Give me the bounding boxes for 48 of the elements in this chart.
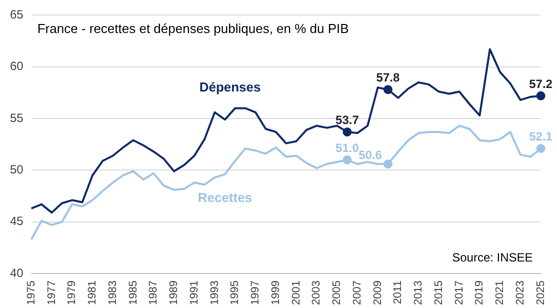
x-tick-label: 2009 <box>372 280 384 306</box>
x-tick-label: 2023 <box>514 280 526 306</box>
y-tick-label: 60 <box>10 59 24 74</box>
x-tick-label: 2013 <box>412 280 425 306</box>
y-tick-label: 55 <box>10 110 24 125</box>
x-tick-label: 1981 <box>86 280 99 306</box>
y-tick-label: 50 <box>10 162 24 177</box>
x-tick-label: 2015 <box>432 280 445 306</box>
x-tick-label: 1997 <box>250 280 262 306</box>
x-tick-label: 1995 <box>229 280 242 306</box>
y-tick-label: 65 <box>10 8 24 22</box>
data-label: 57.8 <box>376 70 400 85</box>
x-tick-label: 2025 <box>534 280 547 306</box>
point <box>536 144 546 153</box>
x-tick-label: 1993 <box>208 280 221 306</box>
point <box>342 155 352 164</box>
x-tick-label: 2005 <box>331 280 344 306</box>
text: France - recettes et dépenses publiques, en % du PIB <box>37 21 349 36</box>
data-label: 51.0 <box>336 140 360 155</box>
series-label: Recettes <box>198 190 252 206</box>
x-tick-label: 2003 <box>310 280 323 306</box>
x-tick-label: 1983 <box>106 280 119 306</box>
point <box>383 160 392 168</box>
data-label: 52.1 <box>529 130 553 144</box>
x-tick-label: 1975 <box>25 280 38 306</box>
x-tick-label: 1999 <box>270 280 282 306</box>
x-tick-label: 1987 <box>148 280 160 306</box>
x-tick-label: 2017 <box>453 280 466 306</box>
x-tick-label: 2021 <box>494 280 506 306</box>
x-tick-label: 1977 <box>46 280 58 306</box>
point <box>383 85 392 94</box>
annotation: Source: INSEE <box>452 250 533 265</box>
x-tick-label: 2019 <box>474 280 486 306</box>
data-label: 53.7 <box>336 112 360 127</box>
data-label: 50.6 <box>358 148 382 162</box>
y-tick-label: 45 <box>10 214 24 228</box>
y-tick-label: 40 <box>10 266 24 280</box>
x-tick-label: 1991 <box>188 280 200 306</box>
x-tick-label: 1989 <box>168 280 180 306</box>
point <box>342 127 352 136</box>
x-tick-label: 2001 <box>290 280 302 306</box>
x-tick-label: 1985 <box>127 280 140 306</box>
x-tick-label: 2011 <box>392 280 404 304</box>
series-label: Dépenses <box>199 80 261 95</box>
point <box>536 91 546 100</box>
x-tick-label: 2007 <box>351 280 364 306</box>
x-tick-label: 1979 <box>66 280 78 306</box>
data-label: 57.2 <box>529 76 553 91</box>
